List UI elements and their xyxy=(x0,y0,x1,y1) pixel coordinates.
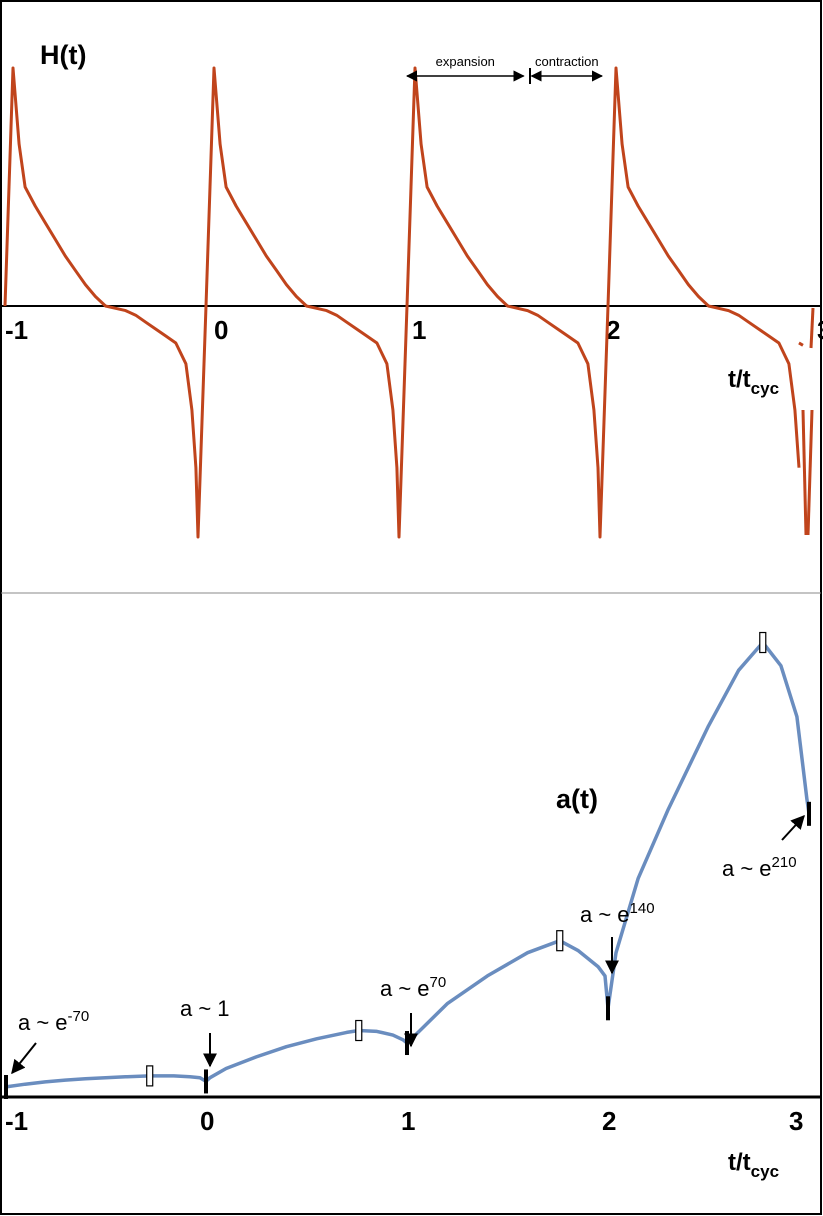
a-value-label: a ~ e210 xyxy=(722,854,797,881)
a-x-tick-label: 3 xyxy=(789,1106,803,1136)
a-value-arrow xyxy=(781,814,805,841)
h-line-edge xyxy=(798,341,804,347)
a-cycle-marker xyxy=(405,1031,409,1056)
a-value-label: a ~ e70 xyxy=(380,974,446,1001)
h-x-tick-label: 2 xyxy=(606,315,620,345)
a-value-label: a ~ e-70 xyxy=(18,1008,89,1035)
h-line-edge xyxy=(801,409,808,536)
a-x-tick-label: 1 xyxy=(401,1106,415,1136)
a-value-arrow xyxy=(11,1042,37,1075)
a-series xyxy=(4,640,811,1089)
h-panel-title: H(t) xyxy=(40,40,86,70)
h-phase-label: contraction xyxy=(535,54,599,69)
h-line-edge xyxy=(809,307,815,349)
a-cycle-marker xyxy=(807,801,811,826)
a-line xyxy=(4,640,811,1089)
a-turnaround-marker xyxy=(355,1019,363,1042)
h-line-edge xyxy=(806,409,814,536)
h-line xyxy=(3,66,801,539)
a-tick-labels: -1 0 1 2 3 xyxy=(5,1106,803,1136)
a-annotations: a ~ e-70 a ~ 1 a ~ e70 a ~ e140 a ~ e210 xyxy=(11,814,805,1075)
h-x-tick-label: 3 xyxy=(817,315,823,345)
h-x-axis-label: t/tcyc xyxy=(728,366,779,398)
a-cycle-markers xyxy=(4,631,811,1099)
a-x-tick-label: 2 xyxy=(602,1106,616,1136)
h-x-tick-label: 0 xyxy=(214,315,228,345)
h-phase-label: expansion xyxy=(436,54,495,69)
h-x-tick-label: 1 xyxy=(412,315,426,345)
a-panel-title: a(t) xyxy=(556,784,598,814)
a-x-axis-label: t/tcyc xyxy=(728,1149,779,1181)
h-x-tick-label: -1 xyxy=(5,315,28,345)
a-turnaround-marker xyxy=(146,1065,154,1087)
a-turnaround-marker xyxy=(759,631,767,654)
h-annotations: expansion contraction xyxy=(405,54,604,84)
a-value-label: a ~ 1 xyxy=(180,996,230,1021)
scale-factor-panel: a(t) -1 0 1 2 3 t/tcyc a ~ e-70 a ~ 1a ~ e70a… xyxy=(1,631,821,1181)
a-value-label: a ~ e140 xyxy=(580,900,655,927)
a-cycle-marker xyxy=(204,1069,208,1094)
h-series xyxy=(3,66,815,539)
a-cycle-marker xyxy=(606,996,610,1021)
a-x-tick-label: 0 xyxy=(200,1106,214,1136)
hubble-panel: H(t) -1 0 1 2 3 t/tcyc expansion contraction xyxy=(1,40,823,539)
a-x-tick-label: -1 xyxy=(5,1106,28,1136)
h-tick-labels: -1 0 1 2 3 xyxy=(5,315,823,345)
a-cycle-marker xyxy=(4,1075,8,1099)
a-turnaround-marker xyxy=(556,930,564,952)
